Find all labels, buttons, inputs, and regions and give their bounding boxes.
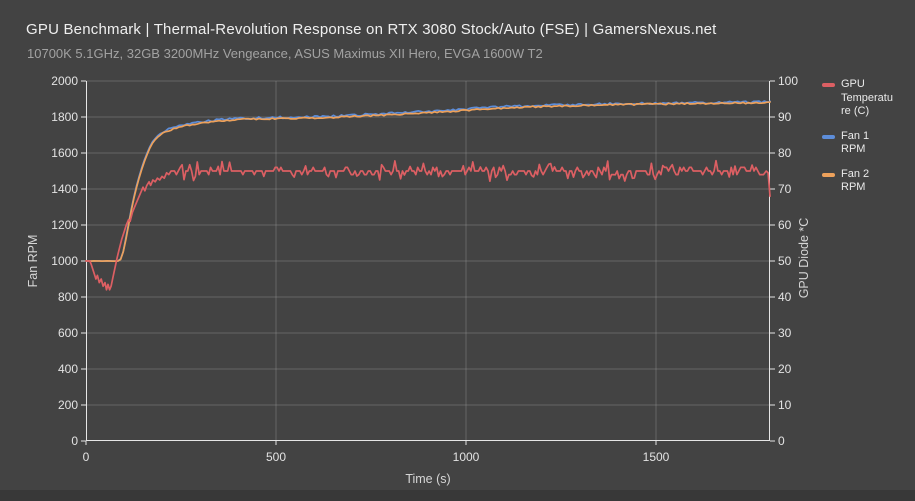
footer-strip [0, 490, 915, 501]
legend-swatch [822, 134, 835, 139]
legend-label: GPU Temperature (C) [841, 78, 893, 117]
series-line-gpu-temperature-c [85, 159, 771, 291]
chart-legend: GPU Temperature (C) Fan 1 RPM Fan 2 RPM [822, 78, 896, 206]
y-left-tick-label: 800 [57, 290, 78, 304]
y-right-tick-label: 0 [778, 434, 785, 448]
y-right-tick-label: 60 [778, 218, 792, 232]
y-left-tick-label: 200 [57, 398, 78, 412]
x-tick-label: 1500 [642, 450, 670, 464]
y-right-tick-label: 80 [778, 146, 792, 160]
y-left-tick-label: 1800 [51, 110, 78, 124]
series-line-fan-2-rpm [85, 101, 771, 262]
legend-label: Fan 1 RPM [841, 129, 870, 156]
y-left-tick-label: 1600 [51, 146, 78, 160]
y-right-tick-labels: 0 10 20 30 40 50 60 70 80 90 100 [778, 74, 818, 448]
y-left-tick-label: 0 [71, 434, 78, 448]
legend-label: Fan 2 RPM [841, 167, 870, 194]
legend-swatch [822, 83, 835, 87]
y-right-tick-label: 90 [778, 110, 792, 124]
y-left-tick-label: 400 [57, 362, 78, 376]
legend-item-fan-2-rpm: Fan 2 RPM [822, 168, 896, 195]
chart-title: GPU Benchmark | Thermal-Revolution Respo… [26, 21, 717, 38]
y-right-tick-label: 40 [778, 290, 792, 304]
y-right-tick-label: 50 [778, 254, 792, 268]
x-tick-label: 0 [82, 450, 90, 464]
x-tick-label: 1000 [452, 450, 480, 464]
plot-area [81, 80, 775, 445]
x-tick-label: 500 [265, 450, 287, 464]
legend-swatch [822, 172, 835, 177]
y-right-tick-label: 70 [778, 182, 792, 196]
legend-item-fan-1-rpm: Fan 1 RPM [822, 130, 896, 157]
chart-subtitle: 10700K 5.1GHz, 32GB 3200MHz Vengeance, A… [27, 46, 543, 61]
x-tick-labels: 0 500 1000 1500 [83, 450, 770, 466]
y-right-tick-label: 20 [778, 362, 792, 376]
y-right-axis-label: GPU Diode *C [797, 217, 811, 299]
y-left-tick-label: 1200 [51, 218, 78, 232]
y-right-tick-label: 10 [778, 398, 792, 412]
y-left-tick-label: 1400 [51, 182, 78, 196]
y-left-tick-label: 1000 [51, 254, 78, 268]
legend-item-gpu-temperature-c: GPU Temperature (C) [822, 78, 896, 119]
y-right-tick-label: 100 [778, 74, 799, 88]
y-left-tick-label: 2000 [51, 74, 78, 88]
y-left-tick-labels: 0 200 400 600 800 1000 1200 1400 1600 1800 2000 [0, 74, 78, 448]
y-left-tick-label: 600 [57, 326, 78, 340]
y-right-tick-label: 30 [778, 326, 792, 340]
chart-canvas [81, 80, 775, 445]
x-axis-label: Time (s) [405, 472, 451, 486]
